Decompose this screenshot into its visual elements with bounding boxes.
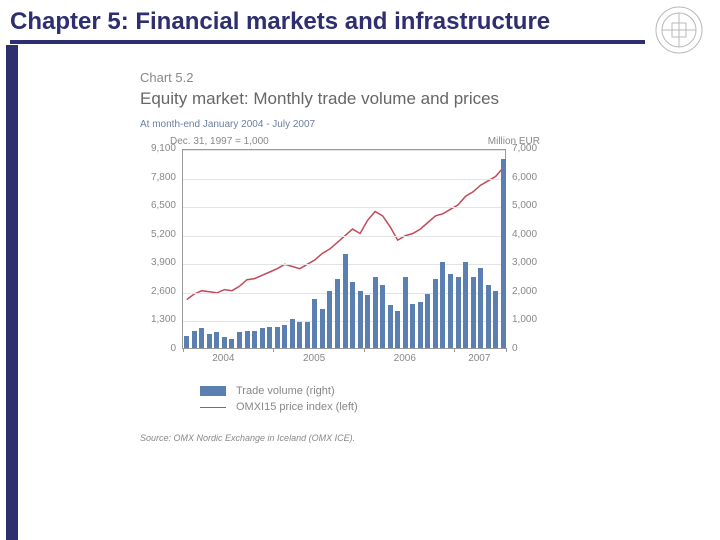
bar [440, 262, 445, 348]
bar [237, 332, 242, 348]
x-axis-year-label: 2006 [394, 353, 416, 364]
x-tick [454, 348, 455, 352]
axis-top-labels: Dec. 31, 1997 = 1,000 Million EUR [170, 136, 540, 147]
bar [320, 309, 325, 348]
x-axis-year-label: 2007 [468, 353, 490, 364]
legend-item-line: OMXI15 price index (left) [200, 401, 580, 413]
bar [229, 339, 234, 348]
legend-label-line: OMXI15 price index (left) [236, 401, 358, 413]
bar [471, 277, 476, 348]
ytick-left: 7,800 [142, 172, 176, 183]
ytick-right: 5,000 [512, 200, 546, 211]
bar [184, 336, 189, 348]
bar [365, 295, 370, 348]
bar [433, 279, 438, 348]
x-tick [273, 348, 274, 352]
ytick-left: 2,600 [142, 286, 176, 297]
legend-label-bar: Trade volume (right) [236, 385, 335, 397]
bar [373, 277, 378, 348]
legend-item-bar: Trade volume (right) [200, 385, 580, 397]
bar [425, 294, 430, 348]
chart-subtitle: At month-end January 2004 - July 2007 [140, 119, 580, 130]
chart-number: Chart 5.2 [140, 70, 580, 85]
left-axis-label: Dec. 31, 1997 = 1,000 [170, 136, 269, 147]
bar [493, 291, 498, 348]
bar [245, 331, 250, 348]
bar [395, 311, 400, 348]
bar [260, 328, 265, 348]
x-tick [183, 348, 184, 352]
bar [388, 305, 393, 348]
ytick-right: 7,000 [512, 143, 546, 154]
ytick-left: 0 [142, 343, 176, 354]
bar [222, 337, 227, 348]
bar [380, 285, 385, 348]
chart-source: Source: OMX Nordic Exchange in Iceland (… [140, 433, 580, 443]
page-title: Chapter 5: Financial markets and infrast… [10, 8, 710, 36]
x-tick [506, 348, 507, 352]
bar [448, 274, 453, 348]
bar [418, 302, 423, 348]
bar [267, 327, 272, 348]
gridline [183, 207, 505, 208]
bar [275, 327, 280, 348]
ytick-right: 0 [512, 343, 546, 354]
bar [282, 325, 287, 348]
bar [297, 322, 302, 348]
seal-icon [654, 5, 704, 55]
legend-swatch-line [200, 407, 226, 408]
gridline [183, 150, 505, 151]
bar [410, 304, 415, 348]
bar [403, 277, 408, 348]
header-rule [10, 40, 645, 44]
bar [350, 282, 355, 348]
chart-container: Chart 5.2 Equity market: Monthly trade v… [140, 70, 580, 443]
legend-swatch-bar [200, 386, 226, 396]
bar [486, 285, 491, 348]
left-accent-bar [6, 45, 18, 540]
bar [456, 277, 461, 348]
bar [343, 254, 348, 348]
bar [305, 322, 310, 348]
gridline [183, 179, 505, 180]
ytick-right: 1,000 [512, 314, 546, 325]
ytick-left: 5,200 [142, 229, 176, 240]
bar [214, 332, 219, 348]
page-header: Chapter 5: Financial markets and infrast… [10, 8, 710, 36]
ytick-right: 3,000 [512, 257, 546, 268]
x-axis-year-label: 2004 [212, 353, 234, 364]
bar [290, 319, 295, 348]
bar [327, 291, 332, 348]
ytick-right: 6,000 [512, 172, 546, 183]
ytick-right: 2,000 [512, 286, 546, 297]
x-axis-year-label: 2005 [303, 353, 325, 364]
bar [335, 279, 340, 348]
x-axis-labels: 2004 2005 2006 2007 [178, 353, 502, 367]
chart-plot: 01,3002,6003,9005,2006,5007,8009,10001,0… [144, 149, 544, 349]
ytick-right: 4,000 [512, 229, 546, 240]
chart-title: Equity market: Monthly trade volume and … [140, 89, 580, 109]
x-tick [364, 348, 365, 352]
ytick-left: 1,300 [142, 314, 176, 325]
bar [192, 331, 197, 348]
ytick-left: 9,100 [142, 143, 176, 154]
bar [478, 268, 483, 348]
bar [252, 331, 257, 348]
bar [312, 299, 317, 348]
bar [501, 159, 506, 348]
chart-legend: Trade volume (right) OMXI15 price index … [200, 385, 580, 413]
gridline [183, 236, 505, 237]
ytick-left: 6,500 [142, 200, 176, 211]
bar [207, 334, 212, 348]
bar [358, 291, 363, 348]
plot-area [182, 149, 506, 349]
bar [199, 328, 204, 348]
ytick-left: 3,900 [142, 257, 176, 268]
bar [463, 262, 468, 348]
